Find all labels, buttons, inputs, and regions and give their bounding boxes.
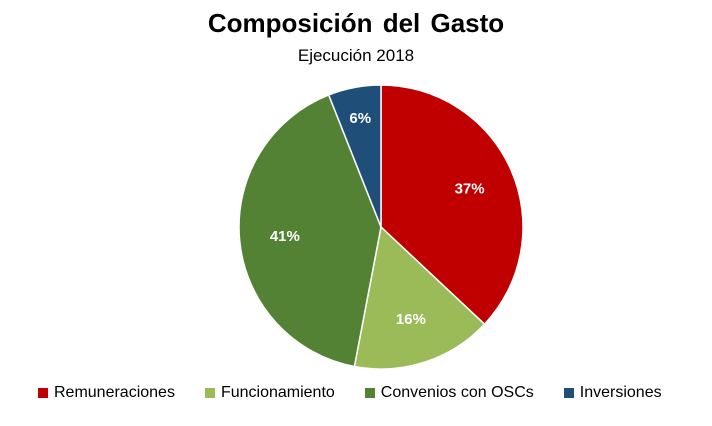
legend-swatch: [364, 388, 375, 398]
chart-subtitle: Ejecución 2018: [297, 46, 415, 65]
data-label-remuneraciones: 37%: [455, 181, 485, 198]
data-label-inversiones: 6%: [349, 110, 371, 127]
legend-item: Funcionamiento: [204, 384, 335, 402]
data-label-convenios-con-oscs: 41%: [270, 228, 300, 245]
legend-swatch: [38, 388, 48, 398]
legend-item: Convenios con OSCs: [364, 384, 534, 402]
legend-label: Funcionamiento: [220, 384, 335, 401]
pie-slice-funcionamiento: [353, 225, 486, 370]
legend-label: Convenios con OSCs: [380, 384, 534, 401]
legend-item: Inversiones: [563, 384, 662, 402]
legend: Remuneraciones Funcionamiento Convenios co…: [38, 382, 698, 404]
legend-swatch: [563, 388, 574, 398]
data-label-funcionamiento: 16%: [396, 311, 426, 328]
legend-label: Remuneraciones: [54, 384, 175, 401]
chart-title: Composición del Gasto: [207, 8, 505, 38]
legend-item: Remuneraciones: [38, 384, 175, 402]
pie-slice-inversiones: [327, 84, 382, 228]
legend-label: Inversiones: [579, 384, 662, 401]
pie-slice-convenios-con-oscs: [238, 93, 382, 368]
legend-swatch: [204, 388, 215, 398]
pie-slice-remuneraciones: [380, 84, 524, 326]
